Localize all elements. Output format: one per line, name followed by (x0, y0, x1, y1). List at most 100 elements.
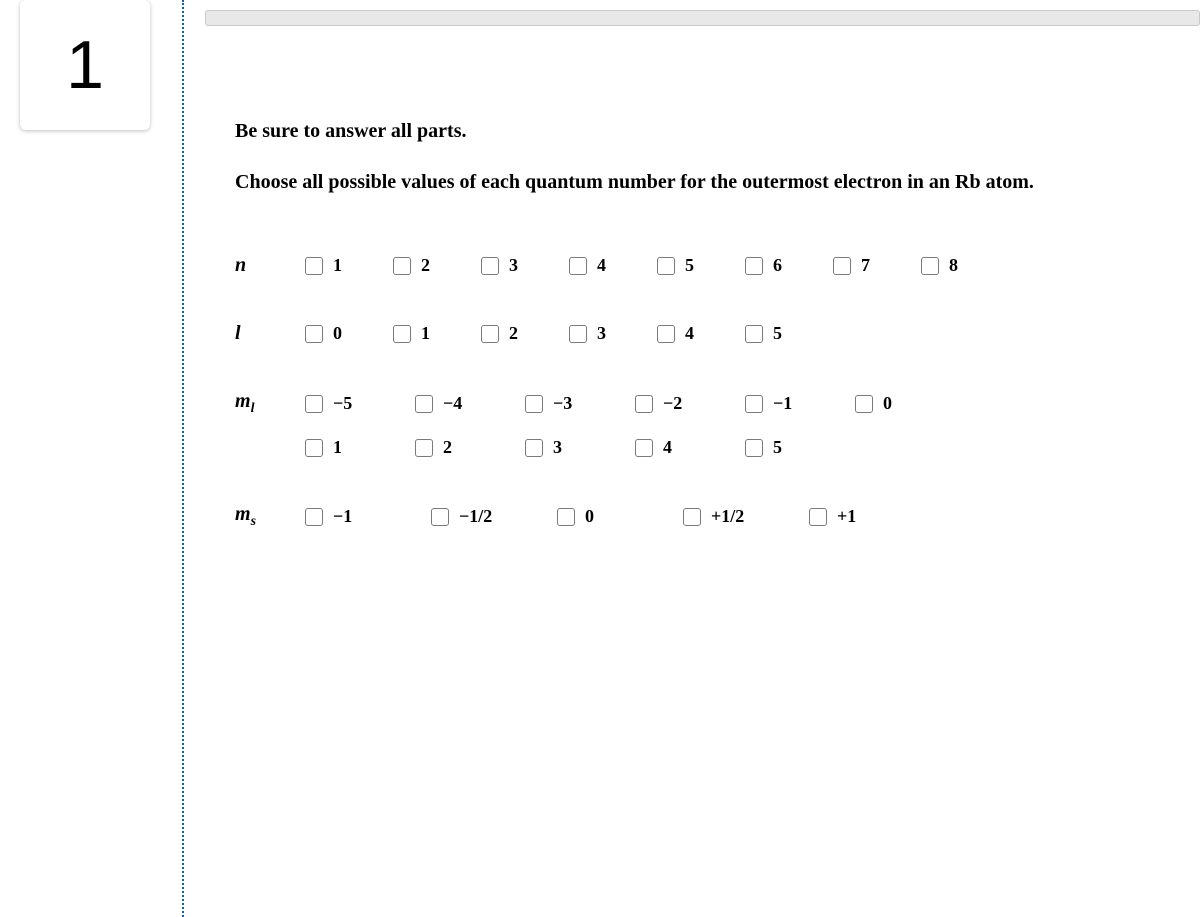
checkbox-ms-−1/2[interactable] (431, 508, 449, 526)
checkbox-l-2[interactable] (481, 325, 499, 343)
checkbox-ml-0[interactable] (855, 395, 873, 413)
option-ml-4: 5 (745, 437, 845, 458)
checkbox-ml-3[interactable] (525, 439, 543, 457)
instruction-text: Be sure to answer all parts. (235, 120, 1160, 143)
question-number-box: 1 (20, 0, 150, 130)
checkbox-l-3[interactable] (569, 325, 587, 343)
checkbox-l-5[interactable] (745, 325, 763, 343)
checkbox-ml-−5[interactable] (305, 395, 323, 413)
option-l-4: 4 (657, 323, 735, 344)
checkbox-n-2[interactable] (393, 257, 411, 275)
option-l-2: 2 (481, 323, 559, 344)
options-ml-row2: 12 3 4 5 (305, 437, 855, 458)
option-ml-4: −1 (745, 393, 845, 414)
option-label: 4 (663, 437, 735, 458)
checkbox-ml-−4[interactable] (415, 395, 433, 413)
checkbox-n-8[interactable] (921, 257, 939, 275)
option-label: −4 (443, 393, 515, 414)
option-n-6: 7 (833, 255, 911, 276)
checkbox-n-7[interactable] (833, 257, 851, 275)
option-ml-2: 3 (525, 437, 625, 458)
row-ms: ms −1 −1/2 0 +1/2 +1 (235, 503, 1160, 530)
option-label: 5 (773, 323, 823, 344)
option-label: 4 (597, 255, 647, 276)
label-l: l (235, 322, 305, 345)
option-ml-3: 4 (635, 437, 735, 458)
option-label: 0 (333, 323, 383, 344)
checkbox-ms-+1/2[interactable] (683, 508, 701, 526)
option-label: −1 (773, 393, 845, 414)
checkbox-ml-−2[interactable] (635, 395, 653, 413)
checkbox-ml-1[interactable] (305, 439, 323, 457)
checkbox-n-4[interactable] (569, 257, 587, 275)
checkbox-ms-0[interactable] (557, 508, 575, 526)
option-ml-5: 0 (855, 393, 955, 414)
checkbox-ms-−1[interactable] (305, 508, 323, 526)
option-label: 5 (685, 255, 735, 276)
checkbox-l-1[interactable] (393, 325, 411, 343)
option-label: 8 (949, 255, 999, 276)
checkbox-ml-5[interactable] (745, 439, 763, 457)
option-label: 1 (333, 255, 383, 276)
option-label: 7 (861, 255, 911, 276)
option-ms-4: +1 (809, 506, 925, 527)
checkbox-n-5[interactable] (657, 257, 675, 275)
option-label: 3 (597, 323, 647, 344)
option-label: 3 (553, 437, 625, 458)
option-label: −1 (333, 506, 421, 527)
option-n-1: 2 (393, 255, 471, 276)
checkbox-ml-−3[interactable] (525, 395, 543, 413)
label-ml: ml (235, 390, 305, 417)
option-n-0: 1 (305, 255, 383, 276)
option-l-0: 0 (305, 323, 383, 344)
question-content: Be sure to answer all parts. Choose all … (235, 120, 1160, 575)
top-scrollbar[interactable] (205, 10, 1200, 26)
checkbox-l-4[interactable] (657, 325, 675, 343)
option-n-5: 6 (745, 255, 823, 276)
option-ml-0: 1 (305, 437, 405, 458)
option-l-1: 1 (393, 323, 471, 344)
checkbox-l-0[interactable] (305, 325, 323, 343)
checkbox-ml-4[interactable] (635, 439, 653, 457)
option-label: 1 (333, 437, 405, 458)
prompt-text: Choose all possible values of each quant… (235, 171, 1160, 194)
row-ml: ml −5 −4 −3 −2 −1 0 12 3 4 5 (235, 390, 1160, 458)
option-ml-1: −4 (415, 393, 515, 414)
option-label: 2 (421, 255, 471, 276)
option-ms-1: −1/2 (431, 506, 547, 527)
option-label: +1 (837, 506, 925, 527)
option-label: −3 (553, 393, 625, 414)
checkbox-ml-−1[interactable] (745, 395, 763, 413)
option-n-2: 3 (481, 255, 559, 276)
options-ms: −1 −1/2 0 +1/2 +1 (305, 506, 935, 527)
option-label: 4 (685, 323, 735, 344)
checkbox-ml-2[interactable] (415, 439, 433, 457)
label-ms: ms (235, 503, 305, 530)
option-ms-0: −1 (305, 506, 421, 527)
question-number: 1 (66, 26, 104, 104)
option-label: 6 (773, 255, 823, 276)
option-ms-2: 0 (557, 506, 673, 527)
option-n-3: 4 (569, 255, 647, 276)
row-n: n 1 2 3 4 5 6 7 8 (235, 254, 1160, 277)
option-ml-1: 2 (415, 437, 515, 458)
option-n-4: 5 (657, 255, 735, 276)
option-l-3: 3 (569, 323, 647, 344)
option-label: 0 (883, 393, 955, 414)
vertical-divider (182, 0, 184, 917)
option-label: 3 (509, 255, 559, 276)
option-ml-3: −2 (635, 393, 735, 414)
checkbox-n-1[interactable] (305, 257, 323, 275)
option-label: 2 (509, 323, 559, 344)
options-n: 1 2 3 4 5 6 7 8 (305, 255, 1009, 276)
option-ml-2: −3 (525, 393, 625, 414)
label-n: n (235, 254, 305, 277)
option-label: +1/2 (711, 506, 799, 527)
checkbox-ms-+1[interactable] (809, 508, 827, 526)
checkbox-n-3[interactable] (481, 257, 499, 275)
option-ml-0: −5 (305, 393, 405, 414)
checkbox-n-6[interactable] (745, 257, 763, 275)
options-l: 01 2 3 4 5 (305, 323, 833, 344)
option-label: −2 (663, 393, 735, 414)
option-label: 5 (773, 437, 845, 458)
